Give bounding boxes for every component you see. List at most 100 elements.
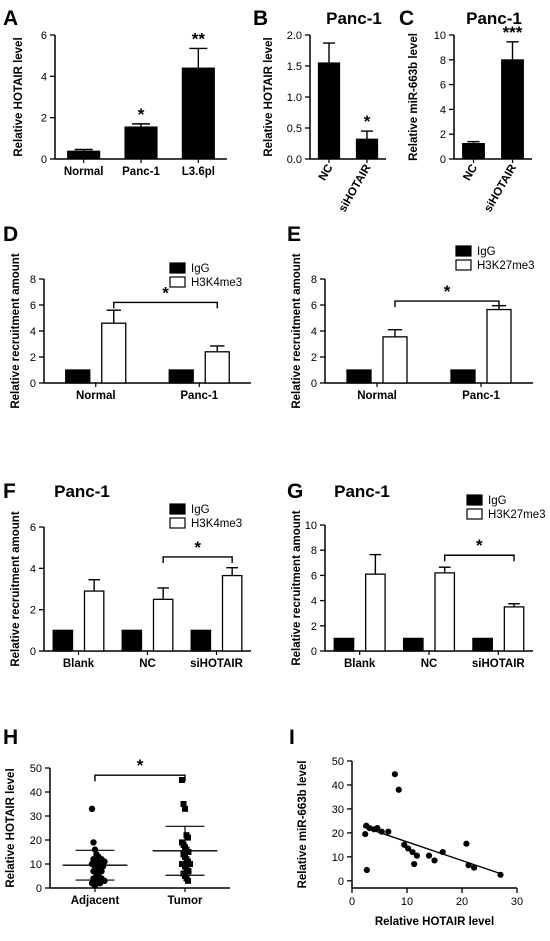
significance-bracket: [162, 556, 233, 563]
data-point: [378, 828, 385, 835]
panel-letter: D: [3, 223, 18, 246]
x-tick-label: Panc-1: [122, 166, 160, 178]
y-tick-label: 0: [338, 876, 344, 888]
bar: [124, 126, 158, 160]
data-point: [90, 839, 97, 846]
data-point: [391, 771, 398, 778]
legend-swatch: [169, 262, 186, 274]
y-tick-label: 6: [30, 300, 36, 312]
y-tick-label: 1.5: [287, 61, 302, 73]
bar: [317, 62, 341, 160]
y-axis-label: Relative miR-663b level: [297, 761, 309, 889]
bar-igg: [346, 369, 372, 384]
legend-label: H3K4me3: [191, 518, 242, 530]
bar-h3k4me3: [221, 574, 243, 652]
y-tick-label: 8: [311, 274, 317, 286]
significance-bracket: [444, 554, 515, 562]
x-axis-label: Relative HOTAIR level: [375, 916, 494, 928]
significance-bracket: [113, 301, 218, 309]
x-tick-label: 30: [511, 896, 523, 908]
y-tick-label: 0: [30, 378, 36, 390]
panel-f: F Panc-1 0 2 4 6 Relative recruitment amount Bl…: [3, 480, 251, 670]
y-tick-label: 2: [30, 605, 36, 617]
y-axis-label: Relative recruitment amount: [291, 510, 303, 665]
panel-letter: A: [3, 7, 18, 30]
x-tick-label: NC: [139, 658, 156, 670]
significance-star: *: [138, 105, 145, 124]
data-point: [185, 834, 191, 841]
legend-label: H3K4me3: [191, 277, 242, 289]
legend-label: IgG: [191, 263, 210, 275]
bar: [181, 67, 215, 160]
panel-c: C Panc-1 0 2 4 6 8 10 Relative miR-663b level NC s…: [399, 7, 532, 214]
data-point: [411, 860, 418, 868]
panel-letter: C: [399, 7, 414, 30]
significance-star: *: [194, 538, 201, 557]
legend-swatch: [466, 508, 483, 520]
data-point: [98, 868, 105, 875]
significance-star: **: [192, 29, 206, 48]
data-point: [413, 852, 420, 859]
bar-igg: [472, 637, 493, 652]
y-tick-label: 6: [30, 522, 36, 534]
y-tick-label: 4: [440, 104, 446, 116]
y-axis-label: Relative HOTAIR level: [5, 768, 17, 887]
y-tick-label: 6: [311, 300, 317, 312]
panel-letter: I: [289, 726, 295, 749]
x-tick-label: Normal: [64, 166, 104, 178]
data-point: [431, 857, 438, 864]
y-tick-label: 0: [36, 883, 42, 895]
y-axis-label: Relative miR-663b level: [408, 33, 420, 161]
y-tick-label: 2: [30, 352, 36, 364]
y-tick-label: 8: [311, 545, 317, 557]
y-tick-label: 0: [311, 646, 317, 658]
x-tick-label: Blank: [63, 658, 95, 670]
y-tick-label: 4: [41, 71, 47, 83]
x-tick-label: 20: [456, 896, 468, 908]
legend-swatch: [169, 503, 186, 515]
legend-swatch: [455, 245, 472, 257]
bar-h3k27me3: [382, 336, 408, 384]
x-tick-label: Panc-1: [180, 390, 218, 402]
data-point: [91, 846, 99, 853]
bar-igg: [333, 637, 355, 652]
x-tick-label: Panc-1: [462, 390, 500, 402]
significance-star: *: [137, 756, 144, 775]
data-point: [185, 877, 191, 884]
y-axis-label: Relative recruitment amount: [291, 253, 303, 408]
legend-label: IgG: [488, 495, 507, 507]
panel-letter: B: [253, 7, 268, 30]
data-point: [182, 805, 188, 812]
y-tick-label: 6: [311, 570, 317, 582]
panel-letter: G: [287, 480, 303, 503]
panel-title: Panc-1: [334, 482, 390, 501]
y-tick-label: 1.0: [287, 92, 302, 104]
data-point: [409, 848, 416, 856]
bar-igg: [450, 369, 476, 384]
y-tick-label: 2: [41, 113, 47, 125]
data-point: [385, 828, 392, 835]
panel-title: Panc-1: [326, 9, 382, 28]
y-tick-label: 40: [30, 787, 42, 799]
panel-letter: E: [287, 223, 301, 246]
significance-star: ***: [503, 23, 523, 42]
x-tick-label: NC: [461, 163, 480, 183]
y-tick-label: 20: [30, 835, 42, 847]
y-axis-label: Relative HOTAIR level: [263, 37, 275, 156]
bar-h3k4me3: [152, 598, 174, 652]
legend-label: H3K27me3: [488, 509, 546, 521]
y-tick-label: 8: [30, 274, 36, 286]
data-point: [471, 864, 478, 871]
bar-h3k4me3: [101, 322, 127, 384]
legend-swatch: [455, 259, 472, 271]
y-axis-label: Relative recruitment amount: [10, 511, 22, 666]
legend-label: IgG: [477, 246, 496, 258]
data-point: [425, 852, 433, 859]
y-tick-label: 6: [440, 80, 446, 92]
y-tick-label: 10: [434, 30, 446, 42]
y-tick-label: 50: [30, 763, 42, 775]
panel-h: H 0 10 20 30 40 50 Relative HOTAIR level Adjacen…: [3, 726, 230, 907]
